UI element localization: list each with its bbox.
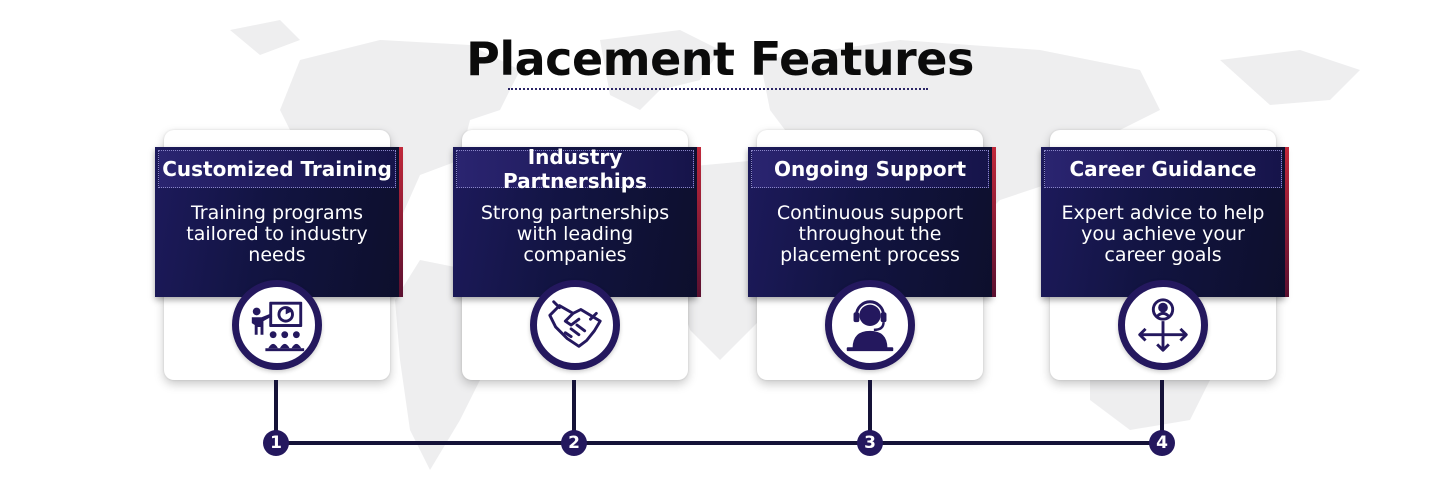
feature-heading: Industry Partnerships (456, 145, 694, 193)
career-direction-icon (1118, 280, 1208, 370)
feature-card-ongoing-support: Ongoing Support Continuous support throu… (748, 130, 996, 380)
timeline-connector (572, 380, 576, 442)
step-number-badge: 4 (1149, 430, 1175, 456)
feature-banner: Customized Training Training programs ta… (155, 147, 403, 297)
step-number-badge: 2 (561, 430, 587, 456)
feature-description: Continuous support throughout the placem… (776, 202, 964, 266)
feature-banner: Industry Partnerships Strong partnership… (453, 145, 701, 297)
feature-description: Training programs tailored to industry n… (186, 202, 368, 266)
feature-banner: Ongoing Support Continuous support throu… (748, 147, 996, 297)
timeline-connector (868, 380, 872, 442)
timeline-line (276, 441, 1162, 445)
feature-heading: Ongoing Support (751, 150, 989, 188)
page-title: Placement Features (466, 32, 974, 86)
timeline-connector (274, 380, 278, 442)
training-presentation-icon (232, 280, 322, 370)
step-number-badge: 1 (263, 430, 289, 456)
step-number-badge: 3 (857, 430, 883, 456)
feature-card-industry-partnerships: Industry Partnerships Strong partnership… (453, 130, 701, 380)
feature-description: Expert advice to help you achieve your c… (1061, 202, 1265, 266)
handshake-icon (530, 280, 620, 370)
feature-banner: Career Guidance Expert advice to help yo… (1041, 147, 1289, 297)
timeline-connector (1160, 380, 1164, 442)
feature-card-customized-training: Customized Training Training programs ta… (155, 130, 403, 380)
feature-card-career-guidance: Career Guidance Expert advice to help yo… (1041, 130, 1289, 380)
title-underline (508, 88, 928, 90)
support-headset-icon (825, 280, 915, 370)
feature-heading: Career Guidance (1044, 150, 1282, 188)
feature-heading: Customized Training (158, 150, 396, 188)
feature-description: Strong partnerships with leading compani… (480, 202, 670, 266)
